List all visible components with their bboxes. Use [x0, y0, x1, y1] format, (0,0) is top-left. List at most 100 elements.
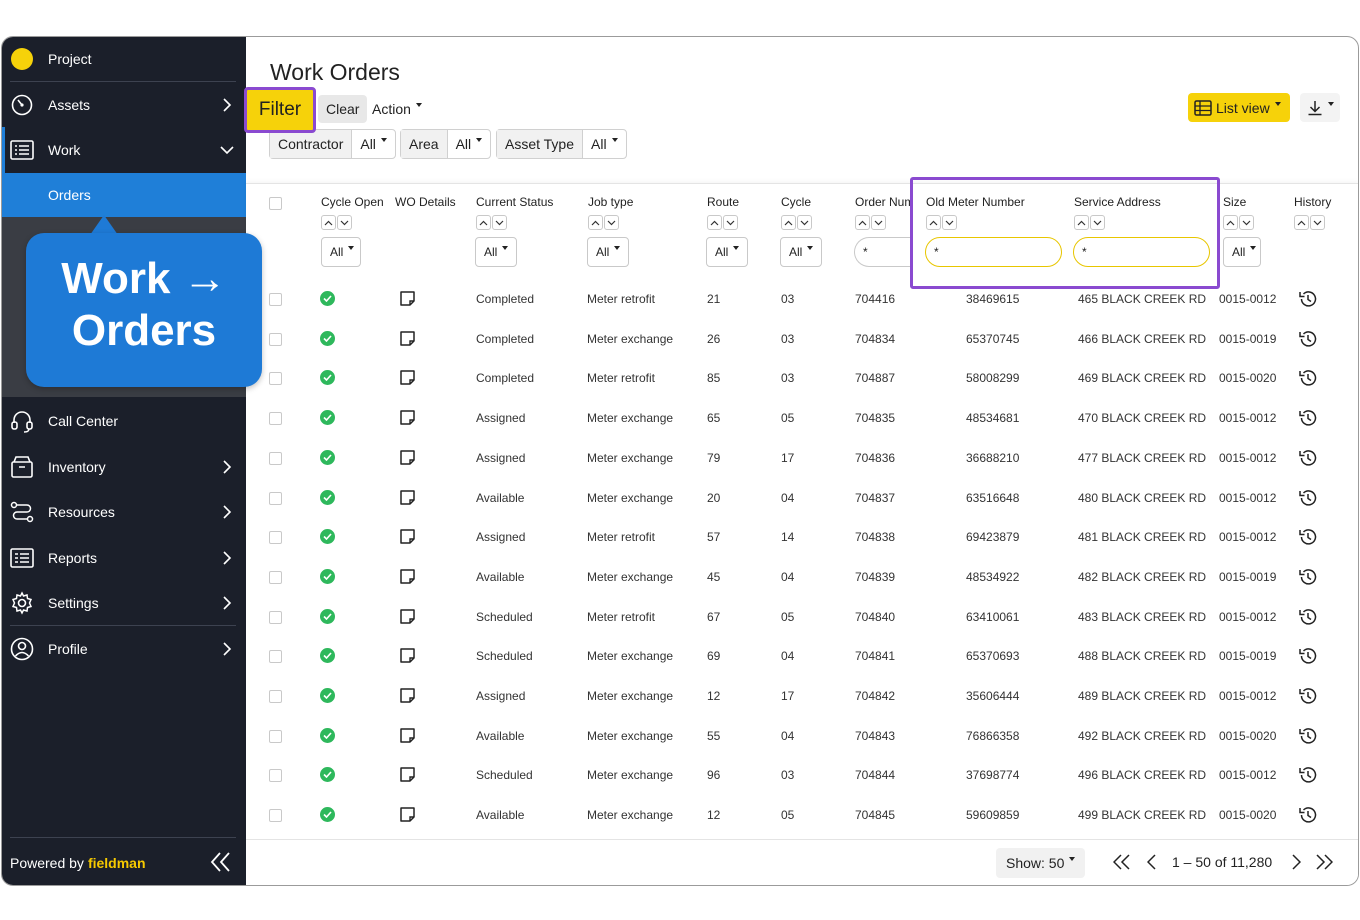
sort-descending-button[interactable] — [1090, 215, 1105, 230]
wo-details-icon[interactable] — [399, 647, 416, 664]
sidebar-item-assets[interactable]: Assets — [2, 83, 246, 127]
table-row[interactable]: Scheduled Meter retrofit 67 05 704840 6341006… — [246, 597, 1358, 637]
action-dropdown[interactable]: Action — [364, 95, 430, 123]
row-checkbox[interactable] — [269, 570, 282, 584]
prev-page-button[interactable] — [1142, 852, 1162, 872]
table-row[interactable]: Scheduled Meter exchange 69 04 704841 6537069… — [246, 636, 1358, 676]
history-icon[interactable] — [1298, 567, 1318, 587]
sort-ascending-button[interactable] — [1223, 215, 1238, 230]
filter-button[interactable]: Filter — [244, 87, 316, 133]
history-icon[interactable] — [1298, 765, 1318, 785]
column-filter-route[interactable]: All — [706, 237, 748, 267]
wo-details-icon[interactable] — [399, 290, 416, 307]
history-icon[interactable] — [1298, 607, 1318, 627]
sort-ascending-button[interactable] — [781, 215, 796, 230]
select-all-checkbox[interactable] — [269, 197, 282, 210]
column-filter-cycle-open[interactable]: All — [321, 237, 361, 267]
area-value[interactable]: All — [448, 130, 491, 158]
sort-descending-button[interactable] — [942, 215, 957, 230]
sidebar-item-resources[interactable]: Resources — [2, 490, 246, 534]
download-button[interactable] — [1300, 93, 1340, 122]
sort-ascending-button[interactable] — [926, 215, 941, 230]
history-icon[interactable] — [1298, 646, 1318, 666]
column-filter-service-address[interactable] — [1073, 237, 1210, 267]
sidebar-item-inventory[interactable]: Inventory — [2, 445, 246, 489]
column-filter-current-status[interactable]: All — [475, 237, 517, 267]
list-view-button[interactable]: List view — [1188, 93, 1290, 122]
table-row[interactable]: Available Meter exchange 12 05 704845 5960985… — [246, 795, 1358, 835]
sort-descending-button[interactable] — [604, 215, 619, 230]
sort-descending-button[interactable] — [1310, 215, 1325, 230]
row-checkbox[interactable] — [269, 332, 282, 346]
sort-ascending-button[interactable] — [1294, 215, 1309, 230]
history-icon[interactable] — [1298, 726, 1318, 746]
area-filter[interactable]: Area All — [400, 129, 492, 159]
column-filter-order-number[interactable] — [854, 237, 910, 267]
wo-details-icon[interactable] — [399, 806, 416, 823]
row-checkbox[interactable] — [269, 769, 282, 783]
sidebar-item-reports[interactable]: Reports — [2, 536, 246, 580]
sort-ascending-button[interactable] — [707, 215, 722, 230]
sort-descending-button[interactable] — [797, 215, 812, 230]
wo-details-icon[interactable] — [399, 766, 416, 783]
page-size-dropdown[interactable]: Show: 50 — [996, 848, 1086, 878]
history-icon[interactable] — [1298, 488, 1318, 508]
wo-details-icon[interactable] — [399, 608, 416, 625]
table-row[interactable]: Assigned Meter exchange 65 05 704835 48534681… — [246, 398, 1358, 438]
table-row[interactable]: Assigned Meter retrofit 57 14 704838 69423879… — [246, 517, 1358, 557]
history-icon[interactable] — [1298, 448, 1318, 468]
history-icon[interactable] — [1298, 408, 1318, 428]
last-page-button[interactable] — [1314, 852, 1334, 872]
table-row[interactable]: Completed Meter retrofit 85 03 704887 5800829… — [246, 358, 1358, 398]
wo-details-icon[interactable] — [399, 727, 416, 744]
history-icon[interactable] — [1298, 329, 1318, 349]
row-checkbox[interactable] — [269, 372, 282, 386]
sidebar-item-profile[interactable]: Profile — [2, 627, 246, 671]
wo-details-icon[interactable] — [399, 568, 416, 585]
next-page-button[interactable] — [1286, 852, 1306, 872]
sort-ascending-button[interactable] — [1074, 215, 1089, 230]
wo-details-icon[interactable] — [399, 528, 416, 545]
column-filter-size[interactable]: All — [1223, 237, 1261, 267]
row-checkbox[interactable] — [269, 610, 282, 624]
contractor-filter[interactable]: Contractor All — [269, 129, 396, 159]
sort-ascending-button[interactable] — [588, 215, 603, 230]
table-row[interactable]: Assigned Meter exchange 12 17 704842 35606444… — [246, 676, 1358, 716]
sort-descending-button[interactable] — [871, 215, 886, 230]
sidebar-item-orders[interactable]: Orders — [2, 173, 246, 217]
wo-details-icon[interactable] — [399, 409, 416, 426]
sort-ascending-button[interactable] — [855, 215, 870, 230]
sort-descending-button[interactable] — [1239, 215, 1254, 230]
sidebar-item-project[interactable]: Project — [2, 37, 246, 81]
sort-descending-button[interactable] — [492, 215, 507, 230]
asset-type-value[interactable]: All — [583, 130, 626, 158]
table-row[interactable]: Assigned Meter exchange 79 17 704836 36688210… — [246, 438, 1358, 478]
wo-details-icon[interactable] — [399, 449, 416, 466]
row-checkbox[interactable] — [269, 729, 282, 743]
table-row[interactable]: Available Meter exchange 20 04 704837 6351664… — [246, 478, 1358, 518]
first-page-button[interactable] — [1112, 852, 1132, 872]
row-checkbox[interactable] — [269, 491, 282, 505]
table-row[interactable]: Completed Meter exchange 26 03 704834 6537074… — [246, 319, 1358, 359]
table-row[interactable]: Completed Meter retrofit 21 03 704416 3846961… — [246, 279, 1358, 319]
sidebar-item-work[interactable]: Work — [2, 128, 246, 172]
row-checkbox[interactable] — [269, 690, 282, 703]
table-row[interactable]: Available Meter exchange 55 04 704843 7686635… — [246, 716, 1358, 756]
history-icon[interactable] — [1298, 686, 1318, 706]
history-icon[interactable] — [1298, 368, 1318, 388]
wo-details-icon[interactable] — [399, 687, 416, 704]
history-icon[interactable] — [1298, 289, 1318, 309]
row-checkbox[interactable] — [269, 293, 282, 306]
wo-details-icon[interactable] — [399, 489, 416, 506]
column-filter-cycle[interactable]: All — [780, 237, 822, 267]
column-filter-old-meter-number[interactable] — [925, 237, 1062, 267]
row-checkbox[interactable] — [269, 809, 282, 823]
row-checkbox[interactable] — [269, 531, 282, 545]
table-row[interactable]: Available Meter exchange 45 04 704839 4853492… — [246, 557, 1358, 597]
wo-details-icon[interactable] — [399, 369, 416, 386]
column-filter-job-type[interactable]: All — [587, 237, 629, 267]
sort-descending-button[interactable] — [723, 215, 738, 230]
history-icon[interactable] — [1298, 805, 1318, 825]
sort-ascending-button[interactable] — [476, 215, 491, 230]
history-icon[interactable] — [1298, 527, 1318, 547]
